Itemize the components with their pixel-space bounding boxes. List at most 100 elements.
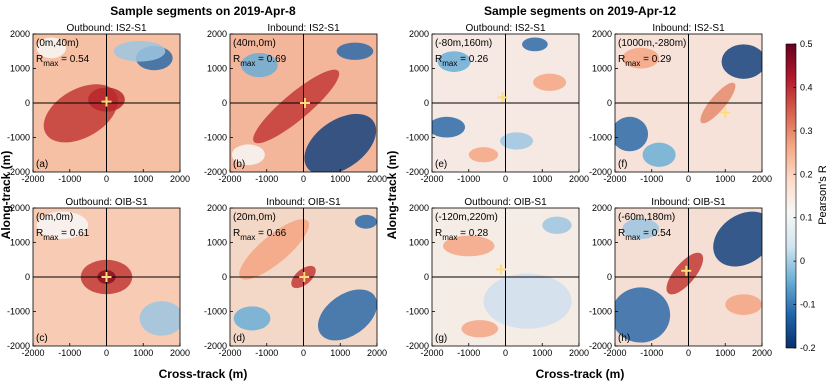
x-tick-label: -1000 [58,348,81,358]
x-tick-label: -1000 [457,174,480,184]
panel-g: -2000 -1000 0 1000 2000 2000 1000 0 -1000 -2000 Ou… [406,197,589,358]
x-tick-label: 0 [104,348,109,358]
heatmap-region [499,132,534,150]
heatmap-region [233,306,271,331]
panel-c: -2000 -1000 0 1000 2000 2000 1000 0 -1000 -2000 Ou… [7,197,190,358]
x-tick-label: -2000 [603,174,626,184]
peak-offset-label: (20m,0m) [233,212,276,223]
x-tick-label: -2000 [603,348,626,358]
colorbar-tick-label: 0 [800,256,805,266]
x-tick-label: 0 [301,174,306,184]
peak-offset-label: (-60m,180m) [618,212,675,223]
heatmap-region [113,40,166,62]
panel-title: Inbound: IS2-S1 [652,23,725,34]
y-tick-label: -1000 [204,133,227,143]
panel-d: -2000 -1000 0 1000 2000 2000 1000 0 -1000 -2000 In… [204,197,387,358]
heatmap-region [642,142,676,167]
rmax-label: Rmax = 0.54 [618,228,672,242]
y-tick-label: 1000 [592,238,612,248]
x-tick-label: 1000 [330,174,350,184]
y-tick-label: -1000 [7,307,30,317]
peak-offset-label: (40m,0m) [233,38,276,49]
y-axis-label-left: Along-track (m) [0,151,13,240]
rmax-label: Rmax = 0.61 [36,228,90,242]
x-tick-label: 1000 [532,348,552,358]
x-tick-label: -1000 [58,174,81,184]
x-tick-label: 1000 [133,174,153,184]
x-axis-label-left: Cross-track (m) [159,367,248,381]
heatmap-region [483,273,572,329]
x-tick-label: 2000 [170,348,190,358]
heatmap-region [139,301,180,336]
x-tick-label: 1000 [715,348,735,358]
peak-offset-label: (-120m,220m) [435,212,498,223]
x-tick-label: 2000 [367,174,387,184]
heatmap-region [241,52,278,78]
panel-letter: (d) [233,333,245,344]
y-tick-label: -1000 [204,307,227,317]
y-tick-label: -2000 [589,167,612,177]
x-tick-label: 1000 [330,348,350,358]
x-tick-label: 0 [686,174,691,184]
heatmap-region [354,214,377,229]
x-tick-label: 0 [104,174,109,184]
x-tick-label: -2000 [218,348,241,358]
panel-letter: (c) [36,333,48,344]
heatmap-region [615,287,671,343]
panel-letter: (h) [618,333,630,344]
heatmap-region [622,47,660,69]
y-tick-label: -1000 [406,307,429,317]
x-tick-label: 1000 [133,348,153,358]
x-tick-label: -1000 [640,348,663,358]
colorbar-gradient [785,43,797,349]
heatmap-region [432,116,466,138]
y-tick-label: 2000 [207,203,227,213]
panel-title: Inbound: OIB-S1 [651,197,726,208]
panel-title: Outbound: OIB-S1 [464,197,547,208]
panel-letter: (g) [435,333,447,344]
heatmap-region [666,252,704,295]
y-tick-label: 2000 [10,29,30,39]
x-tick-label: -2000 [420,348,443,358]
y-tick-label: 1000 [409,64,429,74]
y-tick-label: 2000 [592,29,612,39]
y-tick-label: 2000 [10,203,30,213]
panel-letter: (f) [618,159,627,170]
y-tick-label: 1000 [592,64,612,74]
colorbar-tick-label: 0.3 [800,126,813,136]
panel-f: -2000 -1000 0 1000 2000 2000 1000 0 -1000 -2000 In… [589,23,772,184]
rmax-label: Rmax = 0.26 [435,54,489,68]
x-tick-label: -1000 [255,174,278,184]
panel-letter: (a) [36,159,48,170]
x-tick-label: -1000 [640,174,663,184]
group-title-apr12: Sample segments on 2019-Apr-12 [484,4,676,18]
y-tick-label: -2000 [204,341,227,351]
y-tick-label: -2000 [7,341,30,351]
colorbar-tick-label: 0.1 [800,213,813,223]
panel-title: Inbound: OIB-S1 [266,197,341,208]
x-tick-label: -2000 [21,348,44,358]
panel-e: -2000 -1000 0 1000 2000 2000 1000 0 -1000 -2000 Ou… [406,23,589,184]
panel-letter: (e) [435,159,447,170]
panel-h: -2000 -1000 0 1000 2000 2000 1000 0 -1000 -2000 In… [589,197,772,358]
y-tick-label: 2000 [592,203,612,213]
panel-title: Inbound: IS2-S1 [267,23,340,34]
y-tick-label: -2000 [7,167,30,177]
y-tick-label: 0 [222,98,227,108]
x-tick-label: -1000 [457,348,480,358]
x-tick-label: 2000 [170,174,190,184]
y-tick-label: 0 [25,272,30,282]
x-tick-label: 0 [301,348,306,358]
heatmap-region [461,320,499,338]
y-tick-label: 0 [25,98,30,108]
group-title-apr8: Sample segments on 2019-Apr-8 [110,4,296,18]
y-tick-label: 1000 [207,64,227,74]
x-tick-label: 2000 [752,174,772,184]
heatmap-region [713,211,762,267]
heatmap-region [615,116,649,152]
x-tick-label: 2000 [752,348,772,358]
y-tick-label: 2000 [409,203,429,213]
heatmap-region [622,218,660,240]
y-tick-label: -1000 [589,133,612,143]
rmax-label: Rmax = 0.28 [435,228,489,242]
